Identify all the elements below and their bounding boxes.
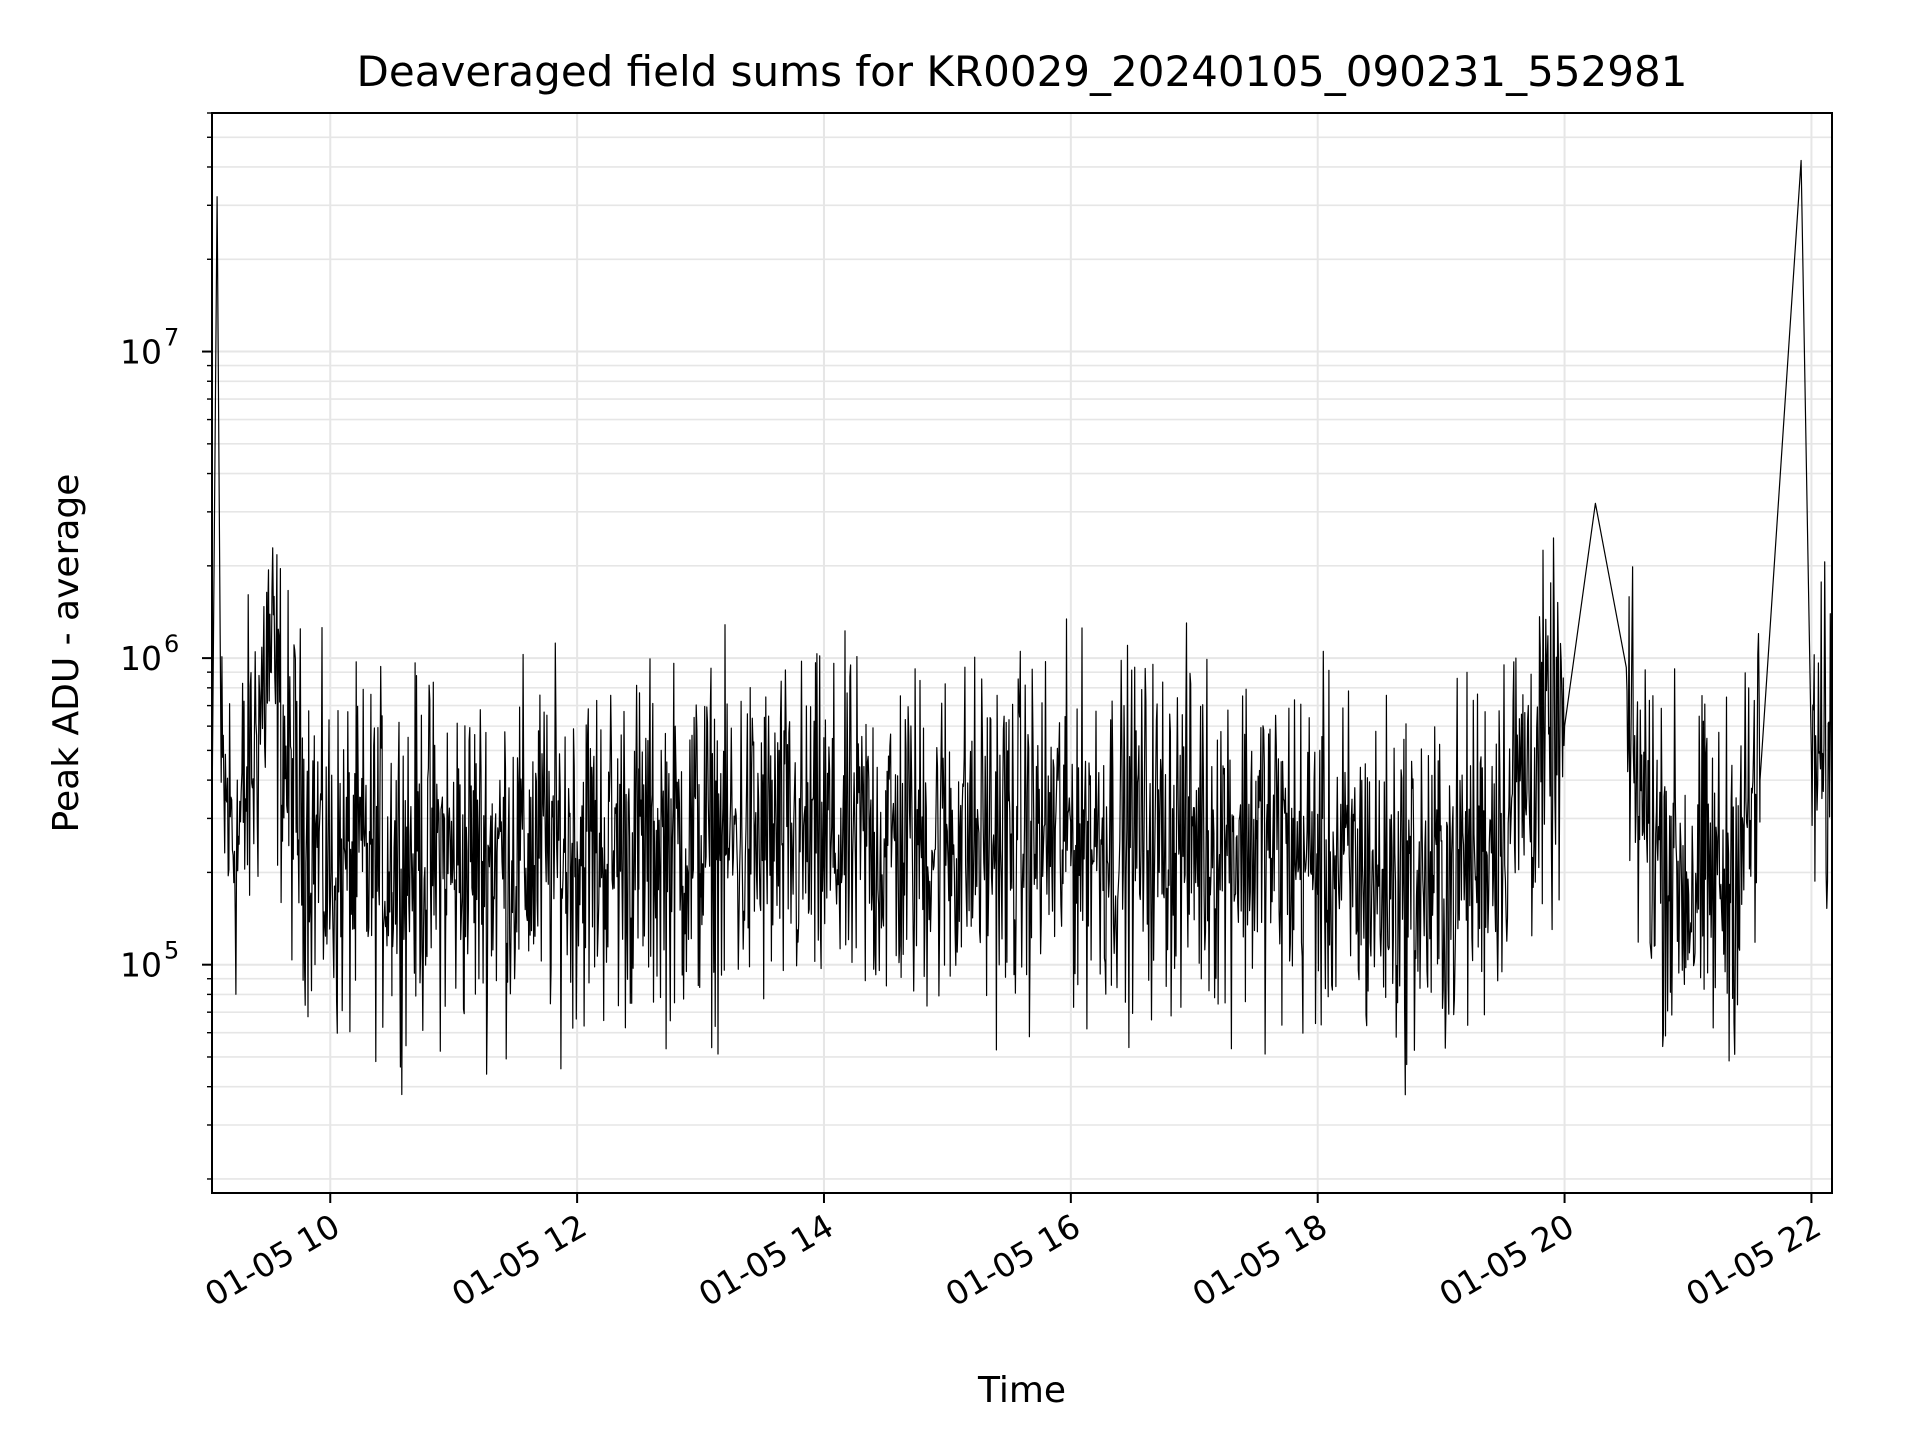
chart-title: Deaveraged field sums for KR0029_2024010… [357,47,1688,96]
y-tick-label: 10 [120,333,162,372]
y-tick-label-exponent: 6 [164,630,179,658]
axes-frame [211,112,1833,1194]
x-axis-label: Time [977,1370,1066,1411]
y-axis-label: Peak ADU - average [46,474,87,833]
y-tick-label-exponent: 7 [164,324,179,352]
series-line [212,159,1832,1096]
grid [212,112,1832,1193]
y-tick-label-exponent: 5 [164,937,179,965]
plot-area [212,159,1832,1096]
y-tick-label: 10 [120,639,162,678]
y-tick-label: 10 [120,946,162,985]
